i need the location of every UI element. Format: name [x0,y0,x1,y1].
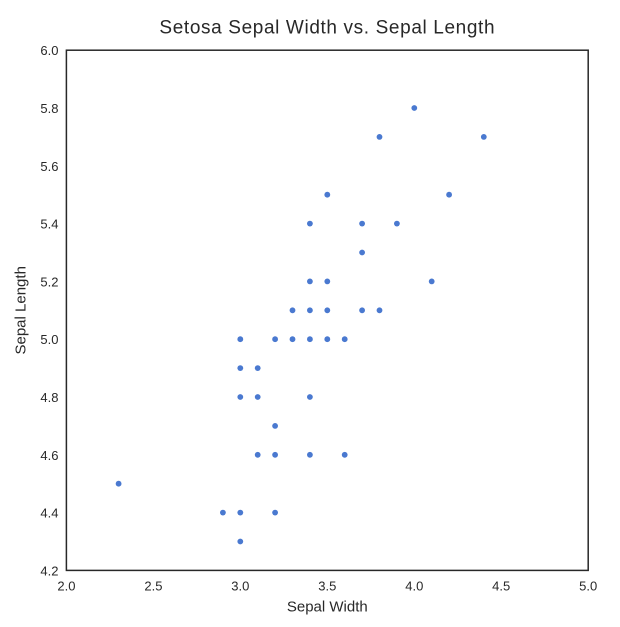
svg-text:3.0: 3.0 [231,578,249,593]
svg-text:5.4: 5.4 [40,217,58,232]
svg-text:Sepal Width: Sepal Width [287,599,368,616]
svg-text:5.2: 5.2 [40,274,58,289]
svg-text:4.6: 4.6 [40,448,58,463]
svg-text:5.0: 5.0 [40,332,58,347]
svg-text:4.5: 4.5 [492,578,510,593]
svg-text:4.4: 4.4 [40,506,58,521]
svg-text:3.5: 3.5 [318,578,336,593]
svg-text:6.0: 6.0 [40,43,58,58]
svg-text:4.0: 4.0 [405,578,423,593]
svg-text:2.0: 2.0 [57,578,75,593]
svg-text:4.2: 4.2 [40,563,58,578]
svg-text:5.6: 5.6 [40,159,58,174]
svg-text:4.8: 4.8 [40,390,58,405]
svg-text:5.8: 5.8 [40,101,58,116]
svg-text:Sepal Length: Sepal Length [13,266,30,354]
svg-text:5.0: 5.0 [579,578,597,593]
svg-text:Setosa Sepal Width vs. Sepal L: Setosa Sepal Width vs. Sepal Length [159,18,495,39]
svg-text:2.5: 2.5 [144,578,162,593]
